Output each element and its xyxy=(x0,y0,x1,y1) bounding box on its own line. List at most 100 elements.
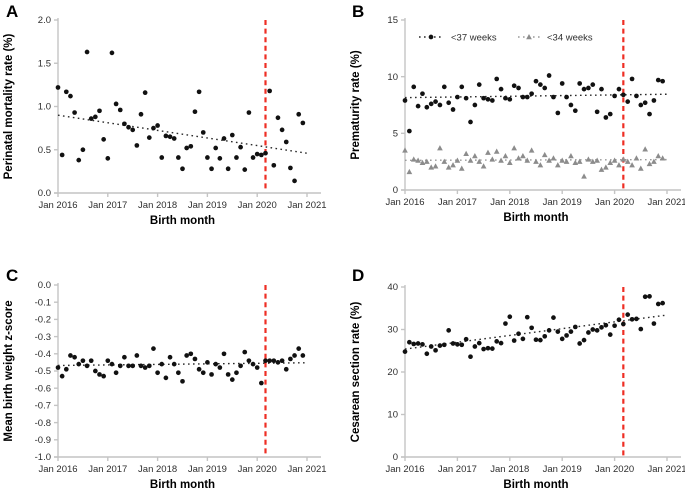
data-point xyxy=(568,102,574,108)
data-point xyxy=(485,96,491,102)
data-point xyxy=(568,329,574,334)
data-point xyxy=(638,102,644,108)
data-point-triangle xyxy=(454,157,461,163)
panel-c: C 0.0 -0.1 -0.2 -0.3 -0.4 -0.5 -0.6 -0.7 -0.8 -0.… xyxy=(0,248,342,495)
data-point xyxy=(472,102,478,108)
data-point-triangle xyxy=(476,158,483,164)
data-point xyxy=(176,155,181,160)
data-point-triangle xyxy=(594,157,600,163)
x-tick-label: Jan 2020 xyxy=(595,197,634,208)
data-point xyxy=(271,358,277,364)
x-tick-label: Jan 2017 xyxy=(438,464,477,475)
data-point xyxy=(296,111,302,117)
data-point xyxy=(68,353,73,358)
panel-letter-a: A xyxy=(6,2,19,21)
x-tick-label: Jan 2019 xyxy=(188,464,227,475)
data-point-triangle xyxy=(620,156,627,162)
data-point xyxy=(72,354,77,360)
data-point-triangle xyxy=(493,148,500,154)
data-point xyxy=(221,136,227,141)
x-tick-label: Jan 2017 xyxy=(88,200,127,211)
y-tick-label: 15 xyxy=(387,15,398,26)
data-point xyxy=(620,92,626,98)
data-point xyxy=(468,354,473,360)
data-point xyxy=(254,151,260,157)
data-point xyxy=(176,370,181,376)
data-point xyxy=(463,336,469,342)
data-point xyxy=(485,345,491,351)
data-point xyxy=(402,349,408,354)
x-tick-label: Jan 2016 xyxy=(385,197,424,208)
data-point xyxy=(428,101,434,107)
data-point xyxy=(142,365,148,370)
data-point xyxy=(603,322,609,328)
data-point-triangle xyxy=(419,159,426,166)
data-point xyxy=(238,363,243,369)
legend-item-label: <37 weeks xyxy=(451,32,497,43)
data-point xyxy=(292,178,297,184)
data-point xyxy=(638,326,644,332)
y-tick-label: 10 xyxy=(387,410,398,421)
data-point xyxy=(437,102,443,108)
data-point-triangle xyxy=(554,162,561,168)
data-point xyxy=(159,155,165,160)
data-point xyxy=(546,73,552,78)
data-point-triangle xyxy=(511,145,518,151)
data-point xyxy=(629,316,635,322)
data-point-triangle xyxy=(646,160,653,167)
data-point xyxy=(59,152,65,158)
data-point xyxy=(494,76,500,82)
data-point xyxy=(411,341,417,347)
data-point xyxy=(476,340,482,346)
data-point xyxy=(420,342,425,347)
data-point xyxy=(122,121,127,127)
x-tick-label: Jan 2020 xyxy=(238,464,277,475)
data-point xyxy=(263,150,268,156)
x-tick-label: Jan 2016 xyxy=(385,464,424,475)
data-point xyxy=(437,343,443,348)
data-point xyxy=(634,93,639,99)
panel-b: B 0 5 10 15 Jan 2016 Jan 2017 Jan 2018 Jan 2019… xyxy=(343,0,685,247)
data-point xyxy=(134,353,140,358)
data-point xyxy=(424,351,430,357)
trend-line xyxy=(57,362,308,367)
data-point-triangle xyxy=(659,155,666,161)
data-point xyxy=(163,375,169,381)
data-point xyxy=(546,328,552,333)
y-tick-label: -0.3 xyxy=(35,332,51,343)
data-point xyxy=(130,127,136,133)
data-point xyxy=(446,100,452,106)
legend: <37 weeks <34 weeks xyxy=(419,32,593,43)
data-point-triangle xyxy=(498,157,504,163)
data-point xyxy=(68,93,73,99)
axes xyxy=(401,285,681,458)
data-point xyxy=(283,366,289,372)
data-point-triangle xyxy=(541,151,548,158)
legend-circle-icon xyxy=(428,34,434,40)
x-tick-label: Jan 2021 xyxy=(647,464,685,475)
data-point xyxy=(217,156,223,161)
y-tick-label: -0.7 xyxy=(35,401,51,412)
data-point xyxy=(138,363,144,369)
axis-title-y: Mean birth weight z-score xyxy=(3,300,15,441)
data-point xyxy=(407,339,412,345)
data-point-triangle xyxy=(559,157,566,163)
data-point xyxy=(138,111,144,117)
data-point xyxy=(209,166,214,172)
data-point xyxy=(594,328,600,333)
data-point xyxy=(441,84,447,90)
scatter-plot-birth-weight-zscore: 0.0 -0.1 -0.2 -0.3 -0.4 -0.5 -0.6 -0.7 -0.8 -0.9 -… xyxy=(3,280,327,491)
y-ticks: 0 10 20 30 40 xyxy=(387,282,405,463)
data-point xyxy=(572,324,578,330)
data-point xyxy=(275,360,281,365)
data-point xyxy=(647,111,652,117)
data-point xyxy=(88,358,94,364)
x-tick-label: Jan 2021 xyxy=(287,200,326,211)
data-point xyxy=(296,346,302,351)
panel-letter-b: B xyxy=(352,2,365,21)
data-point xyxy=(455,342,460,347)
data-point xyxy=(529,325,534,331)
